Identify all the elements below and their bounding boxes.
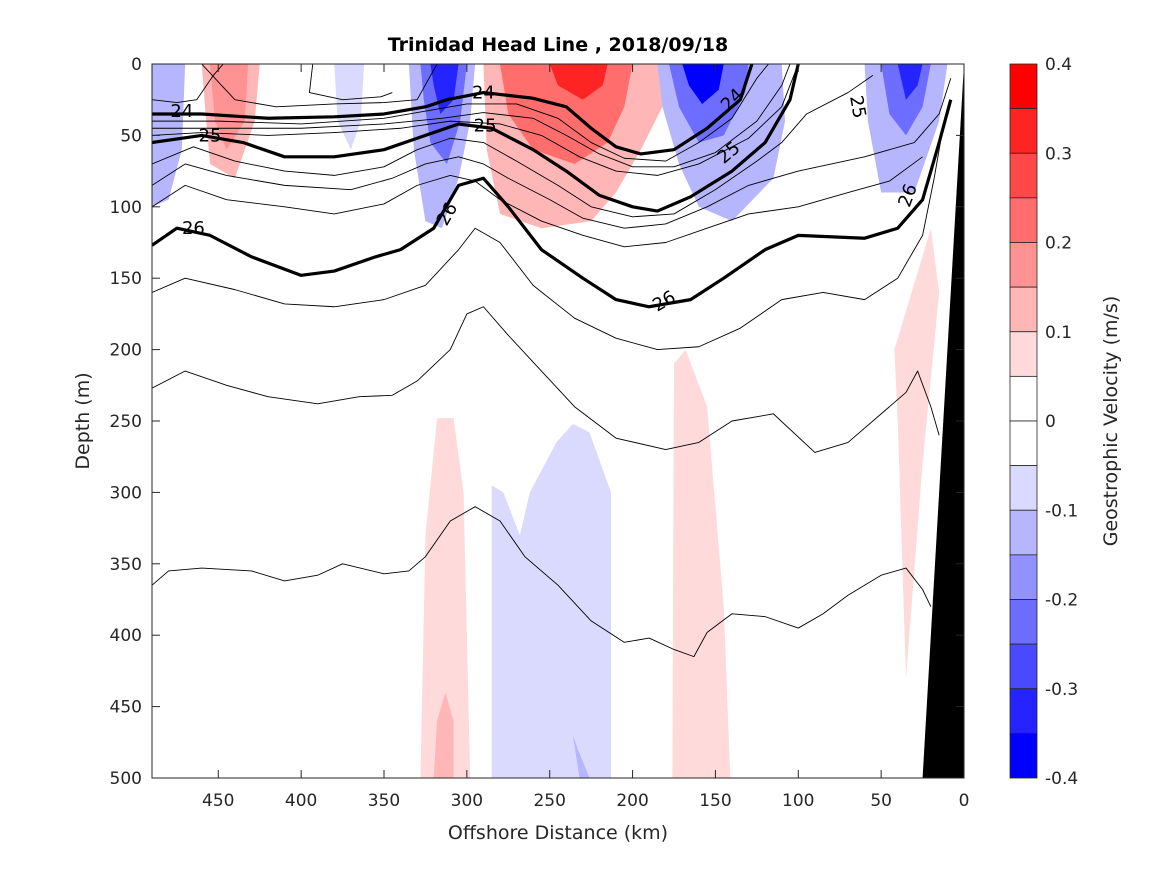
velocity-patch-red-320-deep [420,418,471,778]
colorbar-swatch [1009,465,1038,511]
velocity-patch-red-240-core [549,64,608,100]
density-contour-24.3 [152,64,769,162]
colorbar-swatch [1009,63,1038,110]
density-contour-23.8 [201,64,438,108]
velocity-patch-blue-155-core [682,64,724,104]
density-contour-24.7 [152,64,799,176]
density-contour-25 [152,64,800,213]
y-tick-label: 200 [110,341,142,361]
bathymetry-shelf [922,64,964,778]
y-tick-label: 350 [110,555,142,575]
x-tick-label: 300 [451,791,483,811]
contour-label-25: 25 [199,125,222,146]
colorbar-swatch [1009,242,1038,288]
y-tick-label: 50 [120,126,142,146]
y-tick-label: 450 [110,698,142,718]
velocity-patch-surface-blue-370 [334,64,365,150]
density-contour-26.2 [152,121,945,351]
colorbar-swatch [1009,331,1038,377]
colorbar-tick-label: -0.2 [1045,591,1078,611]
y-tick-label: 300 [110,483,142,503]
density-contour-25.3 [152,75,874,218]
colorbar: 0.4 0.3 0.2 0.1 0 -0.1 -0.2 -0.3 -0.4 [1009,55,1078,789]
velocity-patch-blue-35-core [897,64,923,100]
density-contour-23.5 [152,64,224,104]
colorbar-swatch [1009,108,1038,154]
colorbar-swatch [1009,197,1038,243]
contour-label-24: 24 [170,101,193,122]
y-tick-label: 500 [110,769,142,789]
density-contour-24 [152,64,754,156]
y-axis-label: Depth (m) [72,372,94,469]
y-axis: 0 50 100 150 200 250 300 350 400 450 500 [110,55,964,789]
velocity-patch-red-240-mid [500,64,633,164]
x-tick-label: 200 [616,791,648,811]
velocity-patch-surface-blue-west [152,64,186,207]
x-tick-label: 100 [782,791,814,811]
x-tick-label: 350 [368,791,400,811]
velocity-patch-blue-315-mid [420,64,467,164]
y-tick-label: 400 [110,626,142,646]
velocity-patch-red-315-deep-core [433,692,454,778]
colorbar-swatch [1009,732,1038,779]
colorbar-tick-label: 0 [1045,412,1056,432]
colorbar-swatch [1009,375,1038,422]
colorbar-swatch [1009,509,1038,556]
colorbar-tick-label: 0.3 [1045,144,1072,164]
colorbar-swatch [1009,599,1038,645]
contour-label-24: 24 [472,83,495,104]
colorbar-swatch [1009,554,1038,600]
density-contour-layer [152,64,953,658]
contour-label-25: 25 [845,94,870,120]
y-tick-label: 250 [110,412,142,432]
colorbar-tick-label: 0.4 [1045,55,1072,75]
colorbar-tick-label: -0.1 [1045,501,1078,521]
colorbar-swatch [1009,688,1038,734]
colorbar-tick-label: -0.3 [1045,680,1078,700]
y-tick-label: 100 [110,198,142,218]
y-tick-label: 150 [110,269,142,289]
bathymetry-layer [922,64,964,778]
x-tick-label: 450 [202,791,234,811]
x-tick-label: 150 [699,791,731,811]
x-tick-label: 400 [285,791,317,811]
x-tick-label: 0 [959,791,970,811]
density-contour-25.7 [152,156,923,248]
x-axis: 450 400 350 300 250 200 150 100 50 0 [202,64,969,811]
x-tick-label: 50 [870,791,892,811]
colorbar-label: Geostrophic Velocity (m/s) [1100,296,1122,546]
x-axis-label: Offshore Distance (km) [448,822,668,844]
colorbar-swatch [1009,152,1038,199]
colorbar-tick-label: 0.2 [1045,234,1072,254]
colorbar-tick-label: 0.1 [1045,323,1072,343]
colorbar-swatch [1009,420,1038,467]
density-contour-26 [152,99,953,309]
velocity-patch-blue-250-deep [491,423,612,778]
density-contour-26.6 [152,506,932,658]
density-contour-23.6 [308,64,393,101]
contour-label-26: 26 [182,218,205,239]
y-tick-label: 0 [131,55,142,75]
velocity-fill-layer [152,64,948,778]
velocity-patch-red-160-deep [672,349,731,778]
colorbar-swatch [1009,643,1038,690]
colorbar-swatch [1009,286,1038,333]
density-contour-25.5 [152,78,952,229]
x-tick-label: 250 [533,791,565,811]
density-contour-24.5 [152,64,791,168]
density-contour-26.4 [152,306,940,453]
chart-title: Trinidad Head Line , 2018/09/18 [388,34,728,56]
colorbar-tick-label: -0.4 [1045,769,1078,789]
velocity-patch-red-near-shore [894,228,940,679]
contour-label-25: 25 [474,115,497,136]
velocity-patch-blue-233-deep-core [572,735,590,778]
